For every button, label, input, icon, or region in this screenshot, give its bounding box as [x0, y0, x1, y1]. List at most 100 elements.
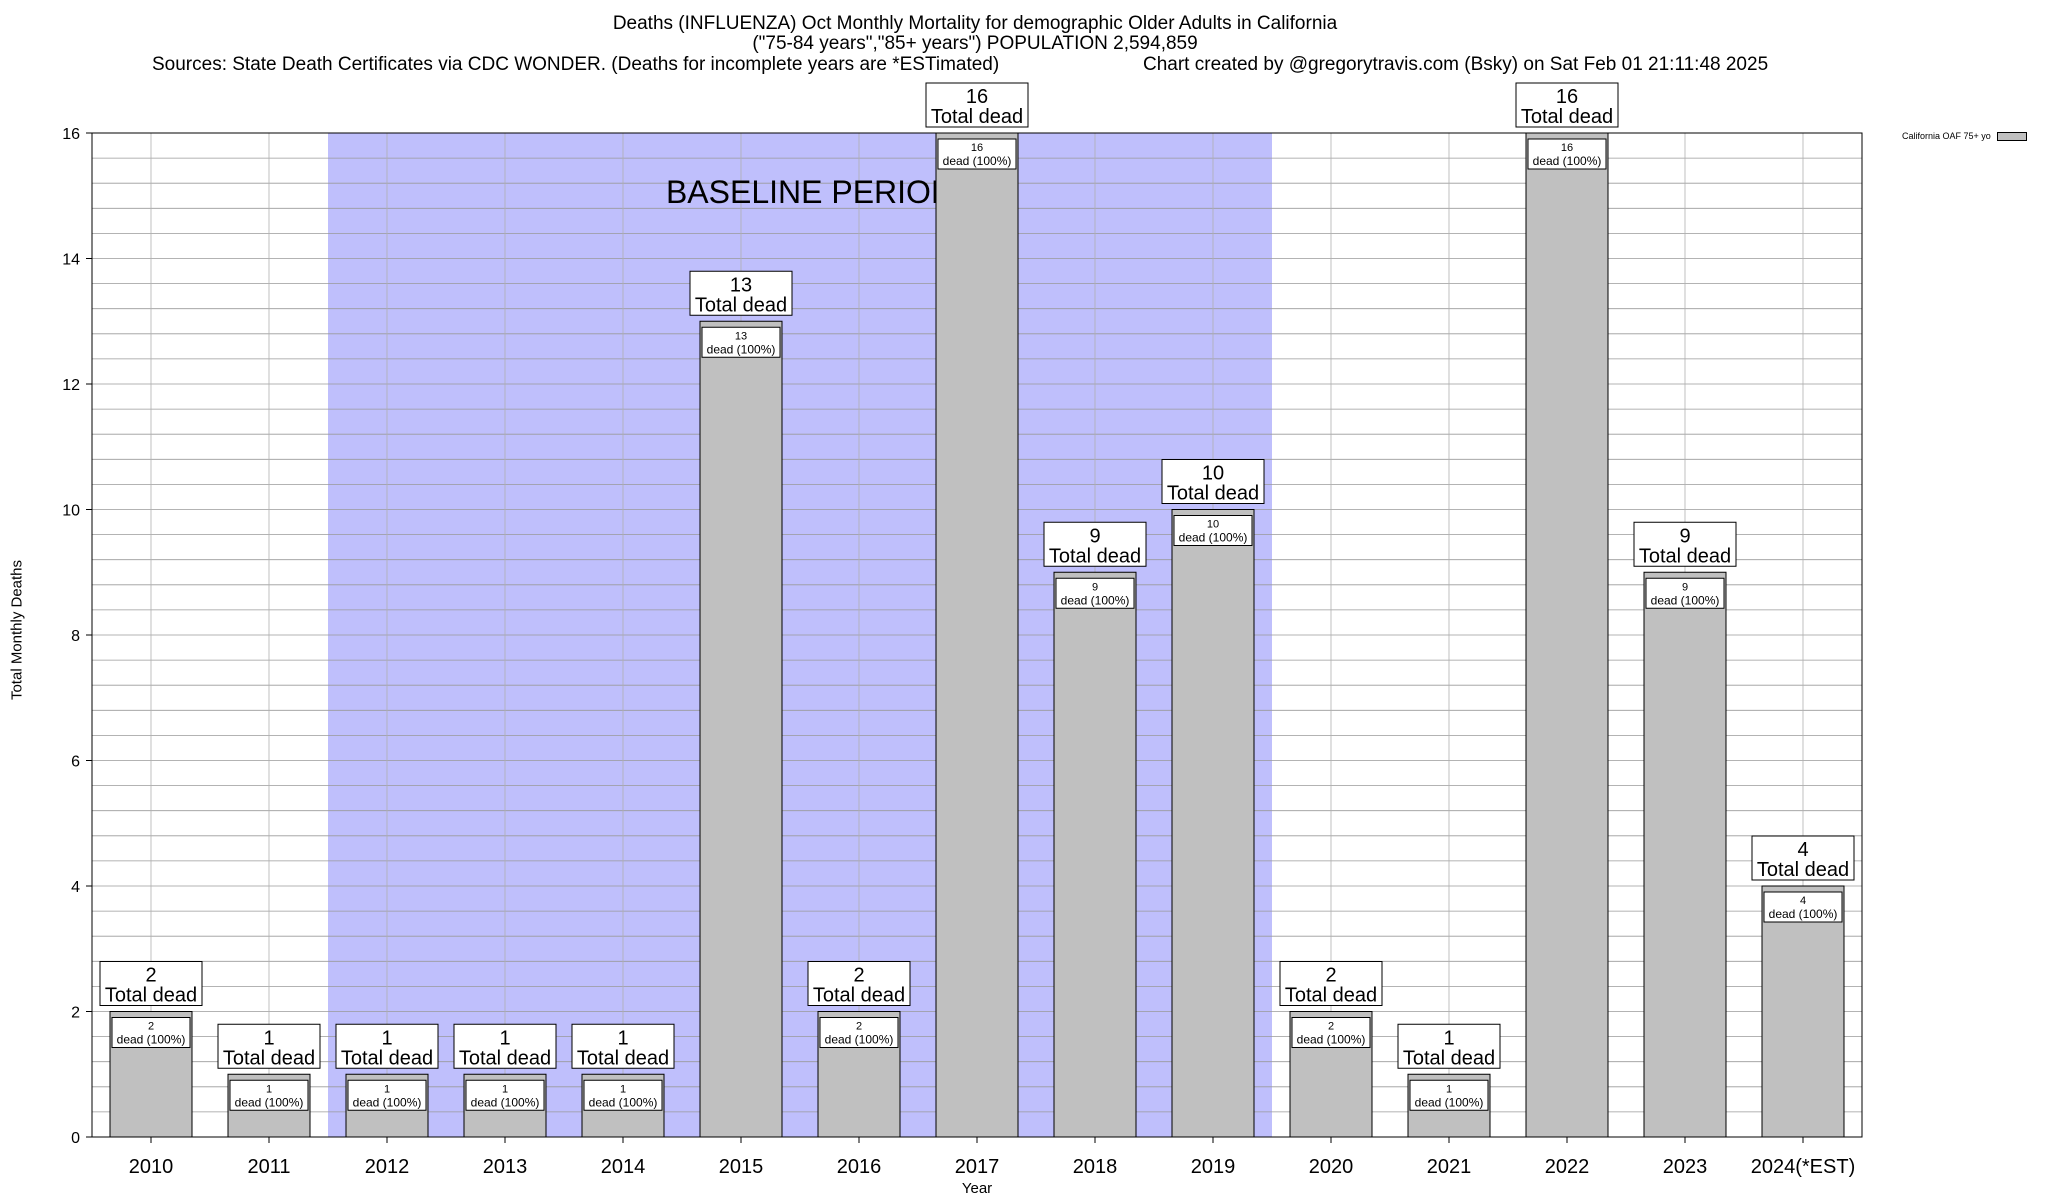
bar-inner-value: 1 — [1446, 1083, 1452, 1095]
bar-inner-value: 2 — [856, 1021, 862, 1033]
bar-total-label-box — [1043, 521, 1147, 567]
bar-inner-label-box — [1527, 138, 1607, 170]
x-tick-label: 2013 — [483, 1156, 528, 1178]
chart-credit: Chart created by @gregorytravis.com (Bsk… — [1143, 54, 1769, 75]
bar — [1171, 509, 1255, 1138]
bar-inner-label-box — [1409, 1079, 1489, 1111]
x-tick-label: 2024(*EST) — [1751, 1156, 1856, 1178]
bar-inner-value: 16 — [1561, 142, 1573, 154]
bar-total-label: Total dead — [223, 1047, 315, 1069]
y-tick-label: 6 — [71, 754, 80, 771]
bar-total-value: 2 — [1325, 965, 1336, 987]
chart-title: Deaths (INFLUENZA) Oct Monthly Mortality… — [612, 13, 1338, 34]
legend: California OAF 75+ yo — [1902, 131, 2027, 141]
bar-total-value: 1 — [263, 1027, 274, 1049]
bar-total-label: Total dead — [1285, 985, 1377, 1007]
bar-total-value: 1 — [617, 1027, 628, 1049]
bar — [699, 320, 783, 1138]
bar-total-label: Total dead — [459, 1047, 551, 1069]
bar-inner-value: 2 — [1328, 1021, 1334, 1033]
bar-inner-label: dead (100%) — [1297, 1033, 1366, 1047]
bar-inner-value: 16 — [971, 142, 983, 154]
bar-inner-value: 9 — [1092, 581, 1098, 593]
x-tick-label: 2021 — [1427, 1156, 1472, 1178]
chart-sources: Sources: State Death Certificates via CD… — [152, 54, 1000, 75]
y-tick-label: 12 — [62, 377, 80, 394]
bar-total-value: 16 — [966, 86, 988, 108]
bar-total-value: 1 — [1443, 1027, 1454, 1049]
bar-inner-label: dead (100%) — [825, 1033, 894, 1047]
bar-inner-label: dead (100%) — [1651, 593, 1720, 607]
bar-total-label: Total dead — [1403, 1047, 1495, 1069]
bar-total-value: 4 — [1797, 839, 1808, 861]
bar-inner-label: dead (100%) — [353, 1095, 422, 1109]
bar-inner-value: 1 — [620, 1083, 626, 1095]
bar-inner-value: 10 — [1207, 519, 1219, 531]
y-tick-label: 14 — [62, 252, 80, 269]
bar-total-label: Total dead — [1639, 545, 1731, 567]
bar-total-label: Total dead — [1757, 859, 1849, 881]
y-tick-label: 10 — [62, 503, 80, 520]
bar-inner-label: dead (100%) — [1179, 531, 1248, 545]
bar-total-label: Total dead — [1049, 545, 1141, 567]
bar-total-value: 9 — [1089, 525, 1100, 547]
bar-total-label: Total dead — [577, 1047, 669, 1069]
bar-total-label-box — [689, 270, 793, 316]
bar-total-label-box — [1279, 961, 1383, 1006]
y-tick-label: 8 — [71, 628, 80, 645]
bar-total-label-box — [1751, 835, 1855, 881]
bar — [935, 132, 1019, 1138]
bar — [1525, 132, 1609, 1138]
x-tick-label: 2018 — [1073, 1156, 1118, 1178]
bar-total-label-box — [217, 1023, 321, 1069]
bar-inner-value: 1 — [266, 1083, 272, 1095]
x-tick-label: 2010 — [129, 1156, 174, 1178]
legend-swatch — [1996, 131, 2027, 141]
bar-inner-label-box — [1763, 891, 1843, 923]
x-tick-label: 2016 — [837, 1156, 882, 1178]
bar-inner-value: 13 — [735, 330, 747, 342]
bar-total-value: 9 — [1679, 525, 1690, 547]
bar-inner-value: 9 — [1682, 581, 1688, 593]
bar-total-label-box — [1515, 82, 1619, 128]
y-tick-label: 4 — [71, 879, 80, 896]
bar-inner-label-box — [1173, 515, 1253, 546]
bar-total-label-box — [335, 1023, 439, 1069]
bar-total-value: 2 — [853, 965, 864, 987]
x-tick-label: 2015 — [719, 1156, 764, 1178]
bar-total-label: Total dead — [931, 106, 1023, 128]
bar-inner-value: 4 — [1800, 895, 1806, 907]
x-tick-label: 2020 — [1309, 1156, 1354, 1178]
bar-total-label-box — [1397, 1023, 1501, 1069]
bar-inner-label-box — [465, 1079, 545, 1111]
bar — [1643, 571, 1727, 1138]
x-tick-label: 2017 — [955, 1156, 1000, 1178]
bar-total-value: 2 — [145, 965, 156, 987]
bar-inner-label: dead (100%) — [589, 1095, 658, 1109]
y-axis-label: Total Monthly Deaths — [8, 559, 26, 701]
bar-inner-label: dead (100%) — [1769, 907, 1838, 921]
bar-inner-label-box — [937, 138, 1017, 170]
x-tick-label: 2011 — [247, 1156, 290, 1178]
bar-inner-label-box — [819, 1017, 899, 1048]
bar-total-label: Total dead — [341, 1047, 433, 1069]
x-tick-label: 2022 — [1545, 1156, 1590, 1178]
bar-inner-label: dead (100%) — [471, 1095, 540, 1109]
bar-inner-label: dead (100%) — [1533, 154, 1602, 168]
bar-inner-value: 1 — [384, 1083, 390, 1095]
bar — [1053, 571, 1137, 1138]
bar-inner-label: dead (100%) — [1415, 1095, 1484, 1109]
y-tick-label: 2 — [71, 1005, 80, 1022]
x-tick-label: 2023 — [1663, 1156, 1708, 1178]
bar-inner-label: dead (100%) — [707, 342, 776, 356]
bar-inner-label-box — [583, 1079, 663, 1111]
bar — [1761, 885, 1845, 1138]
bar-total-label-box — [1633, 521, 1737, 567]
bar-inner-label-box — [1055, 577, 1135, 609]
bar-inner-label-box — [347, 1079, 427, 1111]
bar-total-label-box — [571, 1023, 675, 1069]
y-tick-label: 0 — [71, 1130, 80, 1147]
bar-total-value: 13 — [730, 274, 752, 296]
bar-total-value: 16 — [1556, 86, 1578, 108]
